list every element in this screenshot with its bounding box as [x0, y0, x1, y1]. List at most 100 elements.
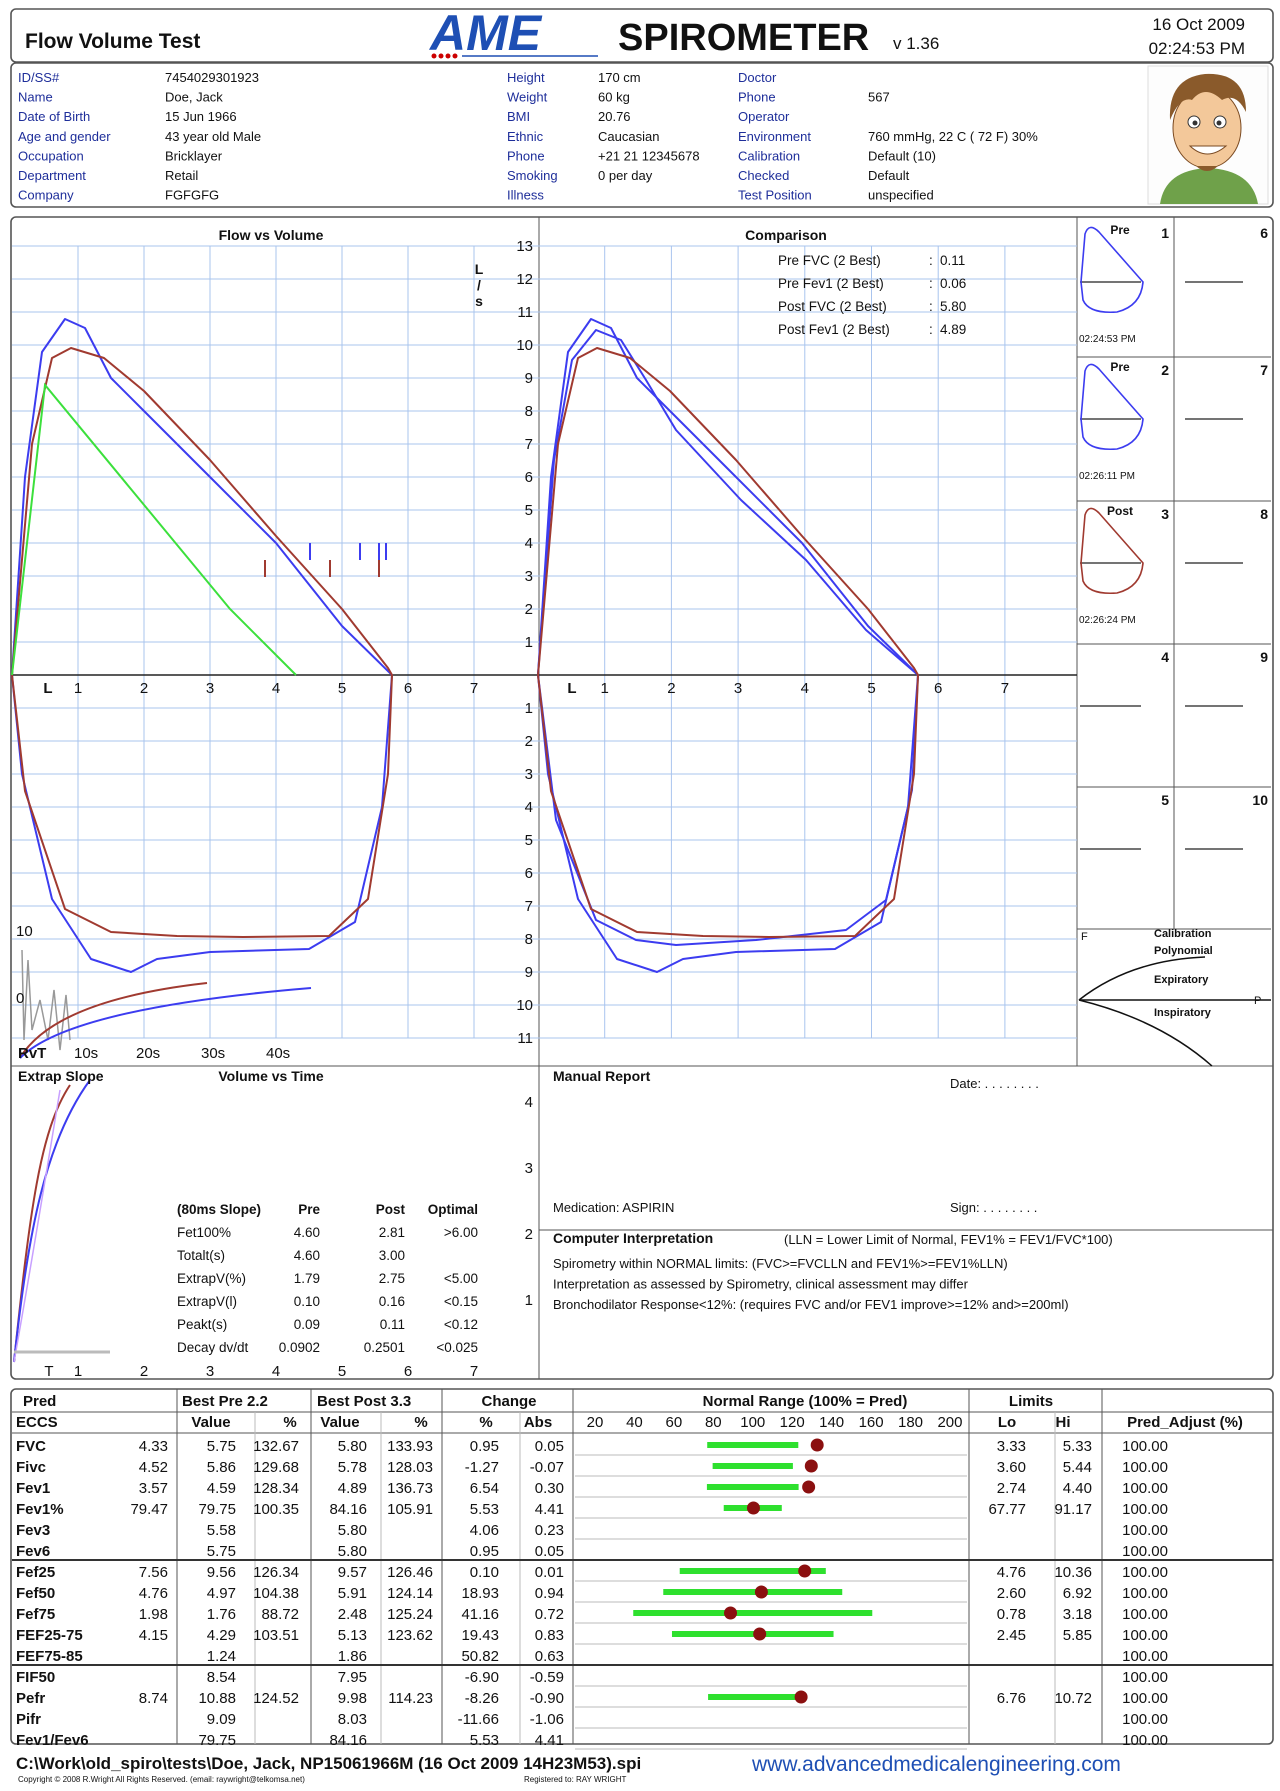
comparison-loops [537, 318, 919, 973]
table-cell: 5.80 [338, 1438, 367, 1455]
table-cell: 4.97 [207, 1585, 236, 1602]
table-cell: 100.00 [1122, 1627, 1168, 1644]
table-cell: 100.00 [1122, 1648, 1168, 1665]
field-label: Doctor [738, 70, 777, 85]
slope-cell: >6.00 [444, 1225, 478, 1240]
table-cell: 10.72 [1054, 1690, 1092, 1707]
comparison-value: 0.06 [940, 276, 966, 291]
table-cell: 5.86 [207, 1459, 236, 1476]
field-label: ID/SS# [18, 70, 60, 85]
table-cell: 9.09 [207, 1711, 236, 1728]
y-tick-label: 8 [525, 403, 533, 420]
y-tick-label: 10 [16, 923, 33, 940]
x-tick-label: 6 [404, 1363, 412, 1380]
trial-label: Post [1107, 504, 1133, 518]
table-cell: 100.00 [1122, 1690, 1168, 1707]
field-value: Default [868, 168, 910, 183]
table-cell: 100.00 [1122, 1606, 1168, 1623]
calibration-label: Polynomial [1154, 945, 1213, 957]
comparison-label: Pre Fev1 (2 Best) [778, 276, 884, 291]
y-tick-label: 1 [525, 634, 533, 651]
logo: AME [428, 5, 543, 61]
copyright: Copyright © 2008 R.Wright All Rights Res… [18, 1775, 305, 1784]
trial-time: 02:26:11 PM [1079, 471, 1135, 482]
registered: Registered to: RAY WRIGHT [524, 1775, 627, 1784]
row-name: Fev1/Fev6 [16, 1732, 89, 1749]
y-tick-label: 2 [525, 1226, 533, 1243]
table-cell: 103.51 [253, 1627, 299, 1644]
range-tick-label: 20 [587, 1414, 604, 1431]
volume-time-curves [13, 1079, 110, 1363]
table-cell: 4.76 [997, 1564, 1026, 1581]
trial-time: 02:26:24 PM [1079, 615, 1136, 626]
x-tick-label: L [567, 680, 576, 697]
table-cell: 123.62 [387, 1627, 433, 1644]
field-value: 170 cm [598, 70, 641, 85]
x-tick-label: RvT [18, 1045, 46, 1062]
table-cell: -6.90 [465, 1669, 499, 1686]
table-cell: 5.53 [470, 1732, 499, 1749]
slope-cell: Peakt(s) [177, 1317, 227, 1332]
panel-title: Extrap Slope [18, 1068, 104, 1084]
field-label: Checked [738, 168, 789, 183]
chart-title: Flow vs Volume [219, 227, 324, 243]
extrapolation-line [11, 382, 297, 676]
y-tick-label: 11 [517, 304, 533, 321]
table-cell: 125.24 [387, 1606, 433, 1623]
table-cell: 4.89 [338, 1480, 367, 1497]
percent-pred-dot [724, 1606, 738, 1620]
x-tick-label: 4 [272, 1363, 280, 1380]
table-cell: -8.26 [465, 1690, 499, 1707]
field-value: Caucasian [598, 129, 659, 144]
trial-number: 2 [1161, 362, 1169, 378]
table-cell: 0.23 [535, 1522, 564, 1539]
results-box [10, 1388, 1274, 1745]
range-tick-label: 80 [705, 1414, 722, 1431]
range-tick-label: 40 [626, 1414, 643, 1431]
field-label: Smoking [507, 168, 558, 183]
x-tick-label: 3 [734, 680, 742, 697]
x-tick-label: 3 [206, 1363, 214, 1380]
field-label: Department [18, 168, 86, 183]
unit-label: / [477, 277, 481, 293]
trial-number: 10 [1252, 792, 1268, 808]
table-cell: 4.06 [470, 1522, 499, 1539]
comparison-value: 5.80 [940, 299, 966, 314]
range-tick-label: 60 [666, 1414, 683, 1431]
table-cell: -1.27 [465, 1459, 499, 1476]
table-cell: -0.07 [530, 1459, 564, 1476]
x-tick-label: L [43, 680, 52, 697]
table-cell: 67.77 [988, 1501, 1026, 1518]
table-header: Pred_Adjust (%) [1127, 1414, 1243, 1431]
percent-pred-dot [802, 1480, 816, 1494]
file-path: C:\Work\old_spiro\tests\Doe, Jack, NP150… [16, 1754, 641, 1773]
slope-cell: Decay dv/dt [177, 1340, 249, 1355]
field-label: Weight [507, 90, 548, 105]
percent-pred-dot [798, 1564, 812, 1578]
slope-cell: Totalt(s) [177, 1248, 225, 1263]
comparison-title: Comparison [745, 227, 827, 243]
table-cell: 5.58 [207, 1522, 236, 1539]
table-cell: 124.52 [253, 1690, 299, 1707]
separator: : [929, 322, 933, 337]
x-tick-label: 2 [667, 680, 675, 697]
trial-number: 4 [1161, 649, 1169, 665]
field-value: 15 Jun 1966 [165, 109, 237, 124]
comparison-label: Post Fev1 (2 Best) [778, 322, 890, 337]
row-name: FEF25-75 [16, 1627, 83, 1644]
patient-box [10, 62, 1274, 208]
table-cell: 126.46 [387, 1564, 433, 1581]
percent-pred-dot [804, 1459, 818, 1473]
field-value: 20.76 [598, 109, 631, 124]
table-cell: 1.76 [207, 1606, 236, 1623]
y-tick-label: 10 [516, 337, 533, 354]
x-tick-label: 7 [470, 680, 478, 697]
y-tick-label: 2 [525, 733, 533, 750]
chart-title: Volume vs Time [218, 1068, 324, 1084]
range-tick-label: 180 [898, 1414, 923, 1431]
slope-cell: 0.2501 [364, 1340, 405, 1355]
table-header: Lo [998, 1414, 1016, 1431]
x-tick-label: 1 [601, 680, 609, 697]
slope-cell: 0.09 [294, 1317, 320, 1332]
y-tick-label: 13 [516, 238, 533, 255]
